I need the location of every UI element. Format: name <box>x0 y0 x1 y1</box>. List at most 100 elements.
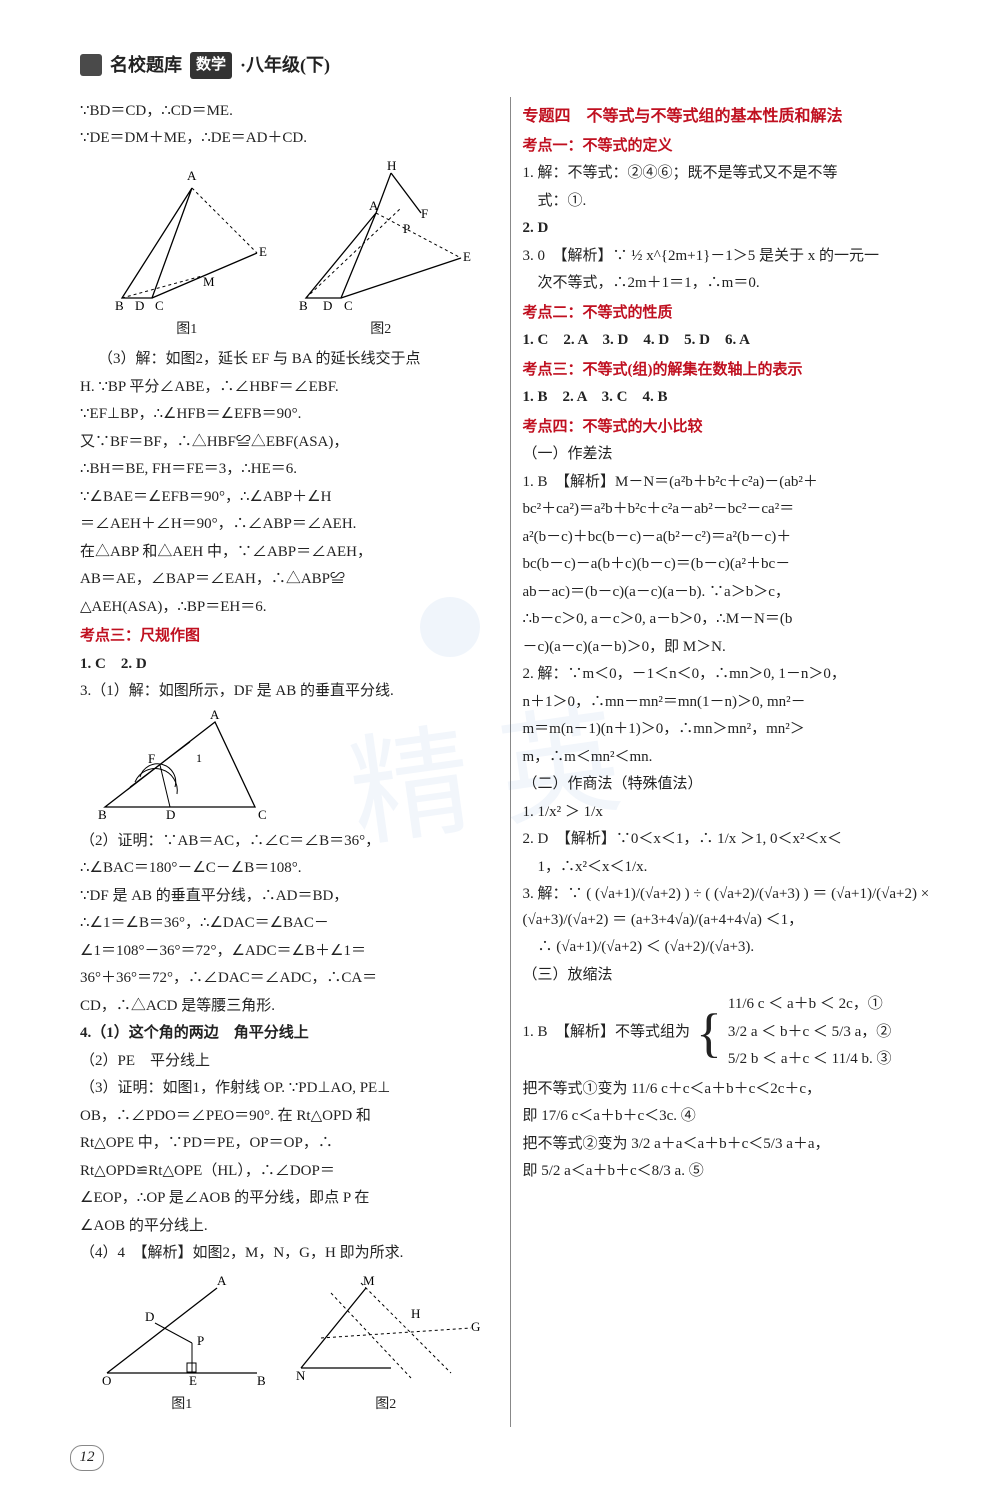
page-number: 12 <box>70 1445 104 1471</box>
text-line: 次不等式，∴2m＋1＝1，∴m＝0. <box>522 271 940 297</box>
page: 精英 名校题库 数学 ·八年级(下) ∵BD＝CD，∴CD＝ME. ∵DE＝DM… <box>0 0 1000 1493</box>
figure-row-2: O A B E D P 图1 <box>80 1273 498 1417</box>
text-line: ∴∠BAC＝180°－∠C－∠B＝108°. <box>80 856 498 882</box>
method-heading: （一）作差法 <box>522 442 940 468</box>
right-column: 专题四 不等式与不等式组的基本性质和解法 考点一：不等式的定义 1. 解：不等式… <box>522 97 940 1427</box>
text-line: m＝m(n－1)(n＋1)＞0，∴mn＞mn²，mn²＞ <box>522 717 940 743</box>
svg-text:A: A <box>369 198 379 213</box>
svg-text:D: D <box>323 298 332 313</box>
figure-1: A B C D E M 图1 <box>107 158 267 342</box>
svg-text:A: A <box>217 1273 227 1288</box>
text-line: 5/2 b ＜ a＋c ＜ 11/4 b. ③ <box>728 1047 892 1073</box>
svg-text:C: C <box>258 807 267 822</box>
text-line: ∴ (√a+1)/(√a+2) ＜ (√a+2)/(√a+3). <box>522 935 940 961</box>
figure-3: A B C D F 1 <box>80 707 498 827</box>
text-line: ∵EF⊥BP，∴∠HFB＝∠EFB＝90°. <box>80 402 498 428</box>
text-line: （4）4 【解析】如图2，M，N，G，H 即为所求. <box>80 1241 498 1267</box>
content-columns: ∵BD＝CD，∴CD＝ME. ∵DE＝DM＋ME，∴DE＝AD＋CD. A B … <box>80 97 940 1427</box>
text-line: ＝∠AEH＋∠H＝90°，∴∠ABP＝∠AEH. <box>80 512 498 538</box>
text-line: 在△ABP 和△AEH 中，∵∠ABP＝∠AEH， <box>80 540 498 566</box>
header-brand: 名校题库 <box>110 50 182 81</box>
text-line: 即 5/2 a＜a＋b＋c＜8/3 a. ⑤ <box>522 1159 940 1185</box>
column-divider <box>510 97 511 1427</box>
text-line: ∠1＝108°－36°＝72°，∠ADC＝∠B＋∠1＝ <box>80 939 498 965</box>
brace-icon: { <box>696 1006 722 1060</box>
keypoint-heading: 考点三：尺规作图 <box>80 624 498 650</box>
svg-text:A: A <box>210 707 220 722</box>
keypoint-heading: 考点三：不等式(组)的解集在数轴上的表示 <box>522 358 940 384</box>
svg-text:M: M <box>203 274 215 289</box>
figure-5: M N G H 图2 <box>291 1273 481 1417</box>
text-line: 1. B 【解析】M－N＝(a²b＋b²c＋c²a)－(ab²＋ <box>522 470 940 496</box>
text-line: （3）解：如图2，延长 EF 与 BA 的延长线交于点 <box>80 347 498 373</box>
text-line: a²(b－c)＋bc(b－c)－a(b²－c²)＝a²(b－c)＋ <box>522 525 940 551</box>
figure-row-1: A B C D E M 图1 <box>80 158 498 342</box>
text-line: 又∵BF＝BF，∴△HBF≌△EBF(ASA)， <box>80 430 498 456</box>
figure-caption: 图1 <box>107 318 267 342</box>
text-line: 3.（1）解：如图所示，DF 是 AB 的垂直平分线. <box>80 679 498 705</box>
text-line: 2. D <box>522 216 940 242</box>
svg-text:P: P <box>403 221 410 236</box>
text-line: ∴∠1＝∠B＝36°，∴∠DAC＝∠BAC－ <box>80 911 498 937</box>
svg-text:E: E <box>463 249 471 264</box>
keypoint-heading: 考点二：不等式的性质 <box>522 301 940 327</box>
text-line: 把不等式②变为 3/2 a＋a＜a＋b＋c＜5/3 a＋a， <box>522 1132 940 1158</box>
svg-text:B: B <box>299 298 308 313</box>
page-header: 名校题库 数学 ·八年级(下) <box>80 50 940 81</box>
text-line: 1. 解：不等式：②④⑥；既不是等式又不是不等 <box>522 161 940 187</box>
text-line: ∠AOB 的平分线上. <box>80 1214 498 1240</box>
svg-text:O: O <box>102 1373 111 1388</box>
text-line: ∵DF 是 AB 的垂直平分线，∴AD＝BD， <box>80 884 498 910</box>
text-line: 1. B 【解析】不等式组为 <box>522 1020 690 1046</box>
inequality-system-row: 1. B 【解析】不等式组为 { 11/6 c ＜ a＋b ＜ 2c，① 3/2… <box>522 990 940 1075</box>
book-icon <box>80 54 102 76</box>
svg-text:M: M <box>363 1273 375 1288</box>
svg-text:C: C <box>344 298 353 313</box>
svg-text:F: F <box>148 751 155 766</box>
topic-title: 专题四 不等式与不等式组的基本性质和解法 <box>522 103 940 130</box>
figure-caption: 图1 <box>97 1393 267 1417</box>
svg-text:D: D <box>166 807 175 822</box>
text-line: 1. 1/x² ＞ 1/x <box>522 800 940 826</box>
text-line: 1，∴x²＜x＜1/x. <box>522 855 940 881</box>
header-grade: ·八年级(下) <box>240 50 330 81</box>
text-line: 3. 解：∵ ( (√a+1)/(√a+2) ) ÷ ( (√a+2)/(√a+… <box>522 882 940 933</box>
svg-text:N: N <box>296 1368 306 1383</box>
svg-text:B: B <box>115 298 124 313</box>
svg-text:F: F <box>421 206 428 221</box>
text-line: Rt△OPE 中，∵PD＝PE，OP＝OP，∴ <box>80 1131 498 1157</box>
text-line: Rt△OPD≌Rt△OPE（HL），∴∠DOP＝ <box>80 1159 498 1185</box>
text-line: （2）证明：∵AB＝AC，∴∠C＝∠B＝36°， <box>80 829 498 855</box>
svg-text:B: B <box>98 807 107 822</box>
text-line: ∠EOP，∴OP 是∠AOB 的平分线，即点 P 在 <box>80 1186 498 1212</box>
text-line: n＋1＞0，∴mn－mn²＝mn(1－n)＞0, mn²－ <box>522 690 940 716</box>
text-line: CD，∴△ACD 是等腰三角形. <box>80 994 498 1020</box>
text-line: ∵BD＝CD，∴CD＝ME. <box>80 99 498 125</box>
text-line: 3. 0 【解析】∵ ½ x^{2m+1}－1＞5 是关于 x 的一元一 <box>522 244 940 270</box>
svg-text:E: E <box>259 244 267 259</box>
text-line: bc(b－c)－a(b＋c)(b－c)＝(b－c)(a²＋bc－ <box>522 552 940 578</box>
answer-line: 1. C 2. D <box>80 652 498 678</box>
text-line: H. ∵BP 平分∠ABE，∴∠HBF＝∠EBF. <box>80 375 498 401</box>
text-line: ∵DE＝DM＋ME，∴DE＝AD＋CD. <box>80 126 498 152</box>
text-line: ab－ac)＝(b－c)(a－c)(a－b). ∵a＞b＞c， <box>522 580 940 606</box>
text-line: ∵∠BAE＝∠EFB＝90°，∴∠ABP＋∠H <box>80 485 498 511</box>
figure-4: O A B E D P 图1 <box>97 1273 267 1417</box>
header-subject: 数学 <box>190 52 232 80</box>
text-line: 3/2 a ＜ b＋c ＜ 5/3 a，② <box>728 1020 892 1046</box>
text-line: 2. 解：∵m＜0，－1＜n＜0，∴mn＞0, 1－n＞0， <box>522 662 940 688</box>
text-line: AB＝AE，∠BAP＝∠EAH，∴△ABP≌ <box>80 567 498 593</box>
svg-text:P: P <box>197 1333 204 1348</box>
inequality-system: 11/6 c ＜ a＋b ＜ 2c，① 3/2 a ＜ b＋c ＜ 5/3 a，… <box>728 990 892 1075</box>
text-line: 式：①. <box>522 189 940 215</box>
figure-caption: 图2 <box>291 318 471 342</box>
text-line: 4.（1）这个角的两边 角平分线上 <box>80 1021 498 1047</box>
answer-line: 1. B 2. A 3. C 4. B <box>522 385 940 411</box>
figure-caption: 图2 <box>291 1393 481 1417</box>
svg-text:1: 1 <box>196 751 202 765</box>
svg-text:D: D <box>135 298 144 313</box>
method-heading: （二）作商法（特殊值法） <box>522 772 940 798</box>
text-line: OB，∴∠PDO＝∠PEO＝90°. 在 Rt△OPD 和 <box>80 1104 498 1130</box>
svg-text:G: G <box>471 1319 480 1334</box>
method-heading: （三）放缩法 <box>522 963 940 989</box>
